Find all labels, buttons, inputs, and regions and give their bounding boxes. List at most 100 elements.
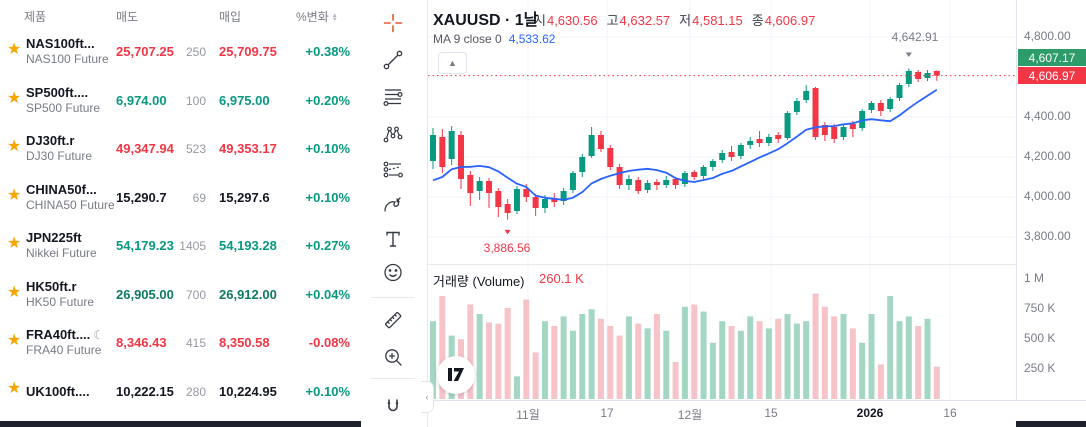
zoom-in-tool-button[interactable]: [374, 341, 412, 373]
measure-tool-button[interactable]: [374, 304, 412, 336]
crosshair-icon: [383, 13, 403, 33]
chart-symbol-title[interactable]: XAUUSD · 1날: [433, 12, 539, 29]
spread-quantity: 69: [192, 190, 206, 205]
buy-price[interactable]: 54,193.28: [219, 238, 277, 253]
symbol-name: DJ30ft.r☾: [26, 133, 75, 148]
sell-price[interactable]: 49,347.94: [116, 141, 174, 156]
watchlist-row[interactable]: ★ DJ30ft.r☾ DJ30 Future 49,347.94 523 49…: [0, 125, 361, 173]
brush-icon: [384, 197, 401, 212]
emoji-icon: [384, 263, 402, 282]
sell-price[interactable]: 15,290.7: [116, 189, 167, 205]
tradingview-logo[interactable]: [437, 356, 475, 394]
drawing-toolbar: [361, 0, 428, 427]
close-label: 종: [751, 13, 764, 28]
chart-canvas[interactable]: [428, 0, 1016, 427]
column-sell[interactable]: 매도: [116, 10, 139, 24]
favorite-star-icon[interactable]: ★: [7, 138, 22, 155]
sell-price[interactable]: 26,905.00: [116, 286, 174, 302]
tradingview-logo-icon: [448, 368, 464, 381]
favorite-star-icon[interactable]: ★: [7, 186, 22, 204]
watchlist-row[interactable]: ★ NAS100ft...☾ NAS100 Future 25,707.25 2…: [0, 28, 361, 76]
favorite-star-icon[interactable]: ★: [7, 379, 22, 397]
price-axis[interactable]: 4,800.00 4,400.00 4,200.00 4,000.00 3,800.00…: [1016, 0, 1086, 427]
percent-change: -0.08%: [308, 335, 350, 350]
price-axis-label: 4,200.00: [1024, 149, 1071, 163]
zoom-in-icon: [385, 349, 402, 366]
xabcd-pattern-icon: [383, 126, 403, 143]
symbol-name: UK100ft....☾: [26, 383, 90, 399]
buy-price[interactable]: 25,709.75: [219, 44, 277, 59]
column-product[interactable]: 제품: [24, 10, 47, 24]
time-axis-label: 11월: [516, 408, 540, 422]
time-axis[interactable]: 11월 17 12월 15 2026 16: [428, 400, 1086, 422]
spread-quantity: 100: [185, 93, 206, 108]
sell-price[interactable]: 54,179.23: [116, 238, 174, 253]
toolbar-collapse-handle[interactable]: ‹: [421, 381, 434, 413]
watchlist-row[interactable]: ★ FRA40ft.... ☾ FRA40 Future 8,346.43 415…: [0, 319, 361, 367]
buy-price[interactable]: 49,353.17: [219, 141, 277, 156]
symbol-name: SP500ft....☾: [26, 84, 89, 100]
magnet-tool-button[interactable]: [374, 391, 412, 423]
spread-quantity: 523: [185, 142, 206, 156]
buy-price[interactable]: 15,297.6: [219, 189, 270, 205]
text-icon: [386, 231, 400, 247]
sell-price[interactable]: 25,707.25: [116, 44, 174, 59]
fib-retracement-tool-button[interactable]: [374, 81, 412, 113]
watchlist-row[interactable]: ★ HK50ft.r☾ HK50 Future 26,905.00 700 26…: [0, 271, 361, 319]
sell-price[interactable]: 6,974.00: [116, 92, 167, 108]
bottom-dark-strip: [0, 421, 361, 427]
ma-label: MA 9 close 0: [433, 32, 502, 46]
sell-price[interactable]: 10,222.15: [116, 383, 174, 399]
favorite-star-icon[interactable]: ★: [7, 283, 22, 301]
trend-line-tool-button[interactable]: [374, 44, 412, 76]
session-high-label: 4,642.91: [891, 30, 939, 44]
buy-price[interactable]: 26,912.00: [219, 286, 277, 302]
ma-indicator-readout[interactable]: MA 9 close 0 4,533.62: [433, 32, 555, 46]
ma-value: 4,533.62: [508, 32, 556, 46]
watchlist-row[interactable]: ★ SP500ft....☾ SP500 Future 6,974.00 100…: [0, 77, 361, 125]
watchlist-panel: 제품 매도 매입 %변화▲▼ ★ NAS100ft...☾ NAS100 Fut…: [0, 0, 362, 427]
forecast-tool-button[interactable]: [374, 154, 412, 186]
favorite-star-icon[interactable]: ★: [7, 332, 22, 349]
session-low-label: 3,886.56: [483, 241, 531, 255]
symbol-description: Nikkei Future: [26, 246, 97, 260]
emoji-tool-button[interactable]: [374, 256, 412, 288]
brush-tool-button[interactable]: [374, 189, 412, 221]
trend-line-icon: [383, 50, 403, 70]
legend-collapse-button[interactable]: ▲: [438, 52, 467, 74]
symbol-description: SP500 Future: [26, 100, 101, 115]
text-tool-button[interactable]: [374, 223, 412, 255]
crosshair-tool-button[interactable]: [374, 7, 412, 39]
time-axis-label: 2026: [856, 406, 884, 420]
favorite-star-icon[interactable]: ★: [7, 89, 22, 107]
watchlist-row[interactable]: ★ CHINA50f...☾ CHINA50 Future 15,290.7 6…: [0, 174, 361, 222]
ruler-icon: [385, 312, 402, 329]
fib-retracement-icon: [383, 89, 403, 107]
toolbar-divider: [371, 297, 415, 298]
price-axis-label: 4,800.00: [1024, 29, 1071, 43]
price-axis-label: 3,800.00: [1024, 229, 1071, 243]
last-price-badge: 4,606.97: [1018, 67, 1086, 84]
watchlist-row[interactable]: ★ JPN225ft☾ Nikkei Future 54,179.23 1405…: [0, 222, 361, 270]
volume-pane-title[interactable]: 거래량 (Volume): [433, 274, 525, 289]
column-buy[interactable]: 매입: [219, 10, 242, 24]
time-axis-label: 12월: [677, 408, 703, 422]
watchlist-row[interactable]: ★ UK100ft....☾ 10,222.15 280 10,224.95 +…: [0, 368, 361, 416]
column-change[interactable]: %변화 ▲ ▼: [296, 10, 338, 24]
buy-price[interactable]: 10,224.95: [219, 383, 277, 399]
price-axis-label: 4,000.00: [1024, 189, 1071, 203]
favorite-star-icon[interactable]: ★: [7, 41, 22, 58]
buy-price[interactable]: 8,350.58: [219, 335, 270, 350]
sell-price[interactable]: 8,346.43: [116, 335, 167, 350]
favorite-star-icon[interactable]: ★: [7, 235, 22, 252]
symbol-description: CHINA50 Future: [26, 197, 115, 212]
percent-change: +0.38%: [305, 44, 350, 59]
symbol-name: FRA40ft.... ☾: [26, 327, 105, 342]
xabcd-pattern-tool-button[interactable]: [374, 118, 412, 150]
pane-divider[interactable]: [428, 264, 1086, 265]
buy-price[interactable]: 6,975.00: [219, 92, 270, 108]
symbol-name: CHINA50f...☾: [26, 181, 97, 197]
percent-change: +0.10%: [305, 141, 350, 156]
price-axis-label: 4,400.00: [1024, 109, 1071, 123]
